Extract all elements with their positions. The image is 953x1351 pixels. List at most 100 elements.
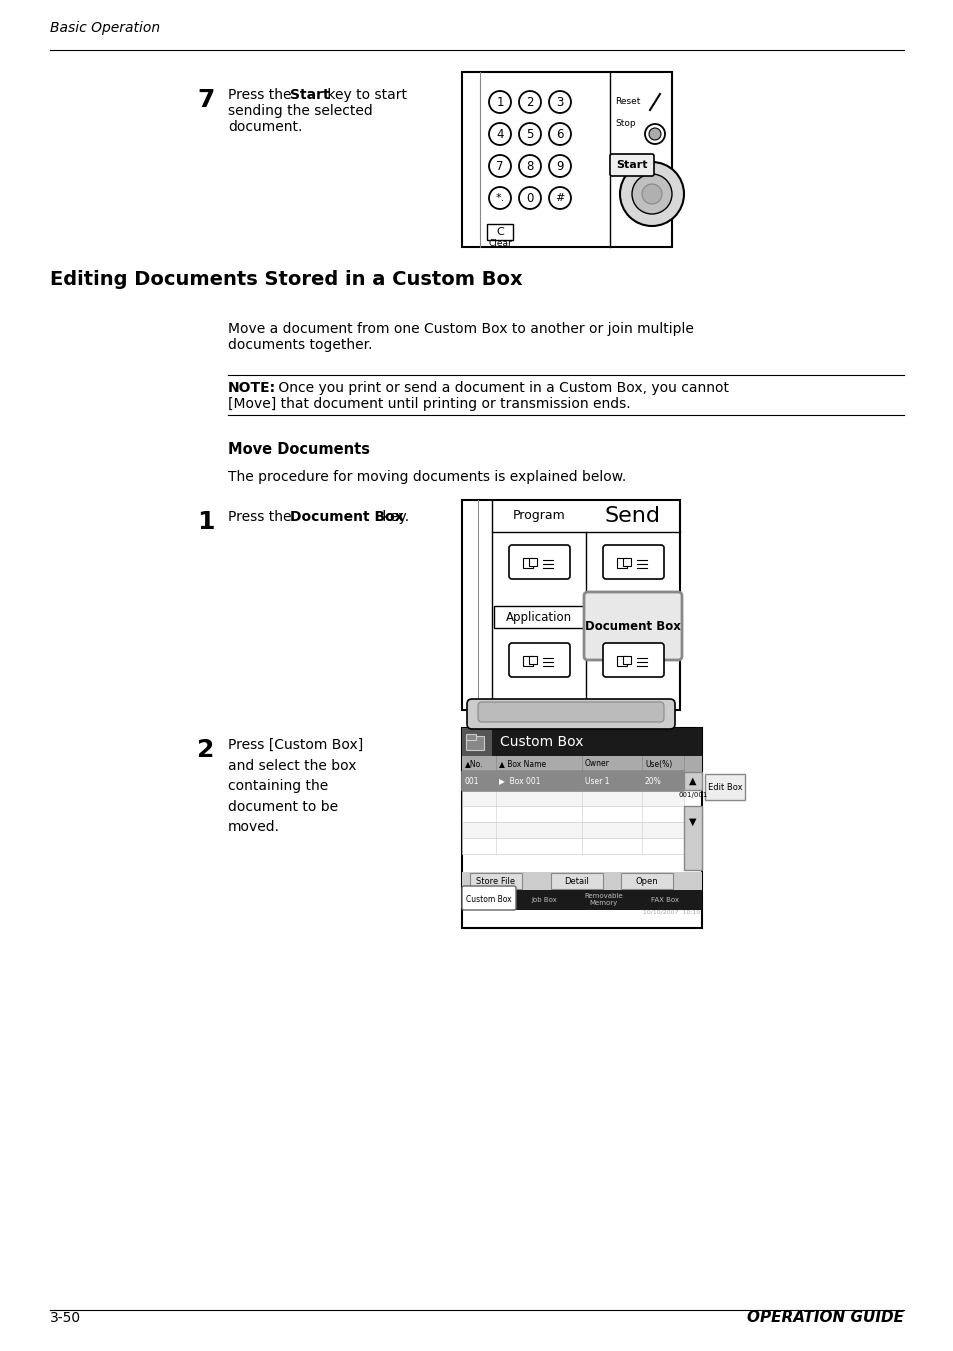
Text: key to start: key to start bbox=[323, 88, 407, 101]
Circle shape bbox=[548, 91, 571, 113]
Text: 001/001: 001/001 bbox=[678, 792, 707, 798]
FancyBboxPatch shape bbox=[620, 873, 672, 889]
Text: 0: 0 bbox=[526, 192, 533, 204]
Text: Move a document from one Custom Box to another or join multiple: Move a document from one Custom Box to a… bbox=[228, 322, 693, 336]
FancyBboxPatch shape bbox=[551, 873, 602, 889]
Circle shape bbox=[641, 184, 661, 204]
Bar bbox=[461, 871, 701, 890]
Text: Owner: Owner bbox=[584, 759, 609, 769]
Text: Removable
Memory: Removable Memory bbox=[584, 893, 622, 907]
Text: Reset: Reset bbox=[615, 97, 639, 107]
Text: Move Documents: Move Documents bbox=[228, 442, 370, 457]
Text: 6: 6 bbox=[556, 127, 563, 141]
Bar bbox=[461, 821, 683, 838]
Text: 2: 2 bbox=[196, 738, 214, 762]
Bar bbox=[461, 728, 492, 757]
Circle shape bbox=[548, 186, 571, 209]
FancyBboxPatch shape bbox=[583, 592, 681, 661]
Bar bbox=[622, 657, 630, 663]
FancyBboxPatch shape bbox=[467, 698, 675, 730]
Text: Stop: Stop bbox=[615, 119, 635, 128]
Text: 001: 001 bbox=[464, 777, 479, 785]
Text: Editing Documents Stored in a Custom Box: Editing Documents Stored in a Custom Box bbox=[50, 270, 522, 289]
FancyBboxPatch shape bbox=[602, 544, 663, 580]
Text: Program: Program bbox=[512, 509, 565, 523]
Text: OPERATION GUIDE: OPERATION GUIDE bbox=[746, 1310, 903, 1325]
Bar bbox=[461, 807, 683, 821]
Bar bbox=[617, 558, 626, 567]
Circle shape bbox=[631, 174, 671, 213]
Text: Job Box: Job Box bbox=[531, 897, 557, 902]
FancyBboxPatch shape bbox=[461, 771, 683, 790]
Text: documents together.: documents together. bbox=[228, 338, 372, 353]
Text: 2: 2 bbox=[526, 96, 533, 108]
Bar bbox=[465, 734, 476, 740]
Text: Press the: Press the bbox=[228, 88, 295, 101]
FancyBboxPatch shape bbox=[602, 643, 663, 677]
Text: 8: 8 bbox=[526, 159, 533, 173]
Text: Press [Custom Box]
and select the box
containing the
document to be
moved.: Press [Custom Box] and select the box co… bbox=[228, 738, 363, 835]
Bar bbox=[622, 558, 630, 566]
Circle shape bbox=[489, 91, 511, 113]
Bar bbox=[461, 838, 683, 854]
Text: Application: Application bbox=[505, 611, 572, 624]
Text: ▼: ▼ bbox=[688, 817, 696, 827]
Circle shape bbox=[548, 155, 571, 177]
Text: *.: *. bbox=[495, 193, 504, 203]
Text: Store File: Store File bbox=[476, 877, 515, 885]
Circle shape bbox=[518, 155, 540, 177]
Text: C: C bbox=[496, 227, 503, 236]
Bar bbox=[461, 728, 701, 757]
Text: ▲ Box Name: ▲ Box Name bbox=[498, 759, 545, 769]
Bar bbox=[522, 657, 533, 666]
Text: 7: 7 bbox=[496, 159, 503, 173]
Text: Basic Operation: Basic Operation bbox=[50, 22, 160, 35]
Text: Use(%): Use(%) bbox=[644, 759, 672, 769]
Text: Once you print or send a document in a Custom Box, you cannot: Once you print or send a document in a C… bbox=[274, 381, 728, 394]
Text: 7: 7 bbox=[196, 88, 214, 112]
Text: sending the selected: sending the selected bbox=[228, 104, 373, 118]
Text: Custom Box: Custom Box bbox=[466, 896, 511, 905]
Text: ▲: ▲ bbox=[688, 775, 696, 786]
Text: 4: 4 bbox=[496, 127, 503, 141]
Text: [Move] that document until printing or transmission ends.: [Move] that document until printing or t… bbox=[228, 397, 630, 411]
FancyBboxPatch shape bbox=[486, 224, 513, 240]
Text: 3: 3 bbox=[556, 96, 563, 108]
FancyBboxPatch shape bbox=[461, 886, 516, 911]
Text: document.: document. bbox=[228, 120, 302, 134]
Circle shape bbox=[489, 123, 511, 145]
FancyBboxPatch shape bbox=[509, 643, 569, 677]
Text: The procedure for moving documents is explained below.: The procedure for moving documents is ex… bbox=[228, 470, 625, 484]
Circle shape bbox=[489, 155, 511, 177]
Bar bbox=[461, 890, 701, 911]
Text: Press the: Press the bbox=[228, 509, 295, 524]
Text: Edit Box: Edit Box bbox=[707, 782, 741, 792]
Circle shape bbox=[619, 162, 683, 226]
Text: 3-50: 3-50 bbox=[50, 1310, 81, 1325]
Text: ▲No.: ▲No. bbox=[464, 759, 483, 769]
Text: 9: 9 bbox=[556, 159, 563, 173]
Text: ▶  Box 001: ▶ Box 001 bbox=[498, 777, 540, 785]
Text: Open: Open bbox=[635, 877, 658, 885]
Bar bbox=[529, 657, 537, 663]
Text: Document Box: Document Box bbox=[290, 509, 403, 524]
Text: 1: 1 bbox=[196, 509, 214, 534]
Bar bbox=[461, 500, 679, 711]
Text: 5: 5 bbox=[526, 127, 533, 141]
Circle shape bbox=[548, 123, 571, 145]
Text: FAX Box: FAX Box bbox=[650, 897, 679, 902]
Bar bbox=[704, 774, 744, 800]
FancyBboxPatch shape bbox=[477, 703, 663, 721]
Text: Start: Start bbox=[290, 88, 330, 101]
Circle shape bbox=[644, 124, 664, 145]
FancyBboxPatch shape bbox=[509, 544, 569, 580]
Text: User 1: User 1 bbox=[584, 777, 609, 785]
Text: Start: Start bbox=[616, 159, 647, 170]
Circle shape bbox=[489, 186, 511, 209]
Bar bbox=[617, 657, 626, 666]
Circle shape bbox=[518, 186, 540, 209]
Text: Custom Box: Custom Box bbox=[499, 735, 583, 748]
Bar bbox=[461, 757, 701, 771]
FancyBboxPatch shape bbox=[609, 154, 654, 176]
Text: NOTE:: NOTE: bbox=[228, 381, 275, 394]
